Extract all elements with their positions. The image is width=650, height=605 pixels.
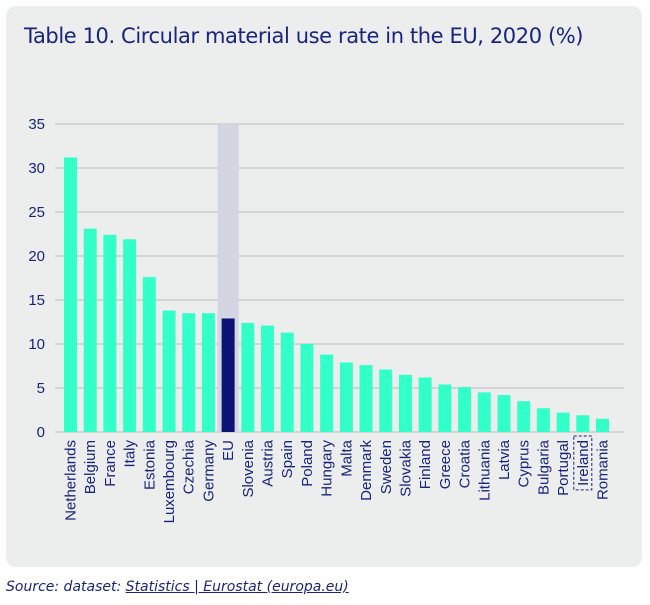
x-tick-label: Sweden [378,440,395,494]
bar-romania [596,418,609,432]
x-tick-label: Latvia [496,439,513,480]
chart-title: Table 10. Circular material use rate in … [24,24,584,48]
x-tick-label: Spain [279,440,296,478]
source-note: Source: dataset: Statistics | Eurostat (… [6,579,349,595]
x-tick-label: Romania [595,439,612,500]
y-tick-label: 0 [37,424,45,441]
x-tick-label: Ireland [575,440,592,486]
ireland-highlight-box [573,435,593,491]
x-tick-label: Germany [200,440,217,502]
x-tick-label: Greece [437,440,454,489]
bar-netherlands [64,157,77,432]
x-tick-label: EU [220,440,237,461]
source-prefix: Source: dataset: [6,579,126,595]
x-tick-label: Czechia [181,439,198,494]
x-tick-label: Hungary [319,440,336,497]
bar-slovenia [241,322,255,432]
y-tick-label: 30 [28,160,45,177]
x-tick-label: France [102,440,119,487]
bars [64,157,609,432]
x-axis-labels: Netherlands Belgium France Italy Estonia Luxe… [63,435,612,523]
x-tick-label: Austria [260,439,277,486]
bar-croatia [458,387,472,432]
y-tick-label: 15 [28,292,45,309]
x-tick-label: Belgium [82,440,99,494]
bar-lithuania [477,392,491,432]
bar-cyprus [517,401,531,432]
x-tick-label: Netherlands [63,440,80,521]
bar-france [103,234,117,432]
y-tick-label: 10 [28,336,45,353]
y-tick-label: 35 [28,116,45,133]
x-tick-label: Portugal [555,440,572,496]
y-tick-label: 20 [28,248,45,265]
bar-italy [123,239,137,432]
bar-greece [438,384,452,432]
x-tick-label: Lithuania [476,439,493,501]
bar-latvia [497,395,511,432]
bar-luxembourg [162,310,176,432]
x-tick-label: Estonia [141,439,158,490]
bar-poland [300,344,314,432]
x-tick-label: Slovenia [240,439,257,497]
bar-belgium [83,228,97,432]
bar-portugal [556,412,570,432]
y-tick-label: 25 [28,204,45,221]
bar-finland [418,377,432,432]
bar-bulgaria [536,408,550,432]
x-tick-label: Malta [338,439,355,476]
bar-denmark [359,365,373,432]
y-tick-label: 5 [37,380,45,397]
x-tick-label: Italy [122,440,139,468]
y-axis-ticks: 0 5 10 15 20 25 30 35 [28,116,45,441]
bar-estonia [142,277,156,432]
bar-slovakia [398,374,412,432]
bar-sweden [379,369,393,432]
bar-ireland [576,415,590,432]
bar-czechia [182,313,196,432]
x-tick-label: Croatia [457,439,474,488]
source-link[interactable]: Statistics | Eurostat (europa.eu) [125,579,349,595]
x-tick-label: Luxembourg [161,440,178,523]
bar-spain [280,332,294,432]
bar-malta [339,362,353,432]
x-tick-label: Bulgaria [535,439,552,495]
gridlines [55,123,624,433]
x-tick-label: Denmark [358,440,375,501]
x-tick-label: Slovakia [397,439,414,496]
x-tick-label: Poland [299,440,316,487]
x-tick-label: Finland [417,440,434,489]
bar-germany [201,313,215,432]
x-tick-label: Cyprus [516,440,533,488]
bar-hungary [320,354,334,432]
bar-austria [261,325,275,432]
bar-eu [221,318,235,432]
